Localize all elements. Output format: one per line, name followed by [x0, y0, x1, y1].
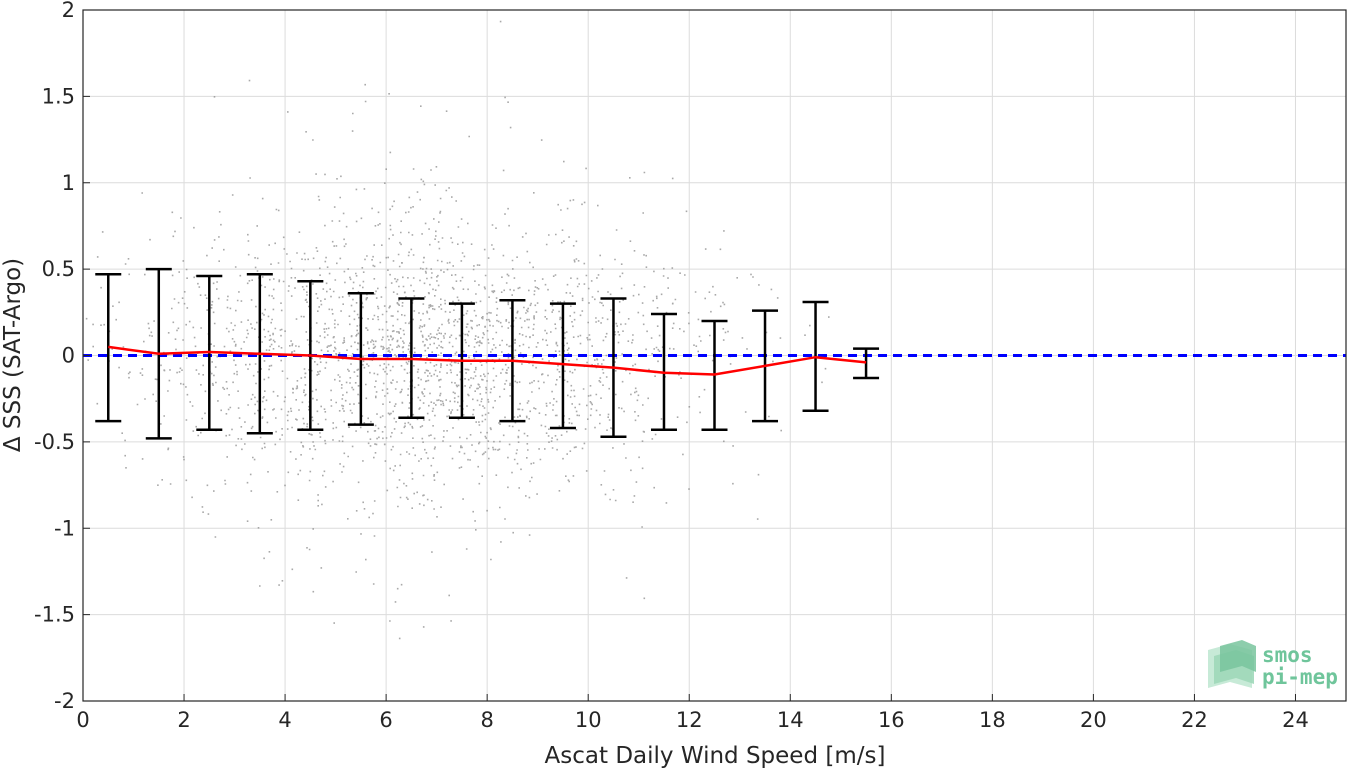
y-axis-label: Δ SSS (SAT-Argo) — [0, 258, 26, 452]
x-tick-label: 18 — [979, 708, 1006, 732]
binned-mean-line — [108, 345, 867, 376]
logo-text-line1: smos — [1262, 643, 1313, 667]
y-tick-label: 0.5 — [42, 257, 75, 281]
logo-text-line2: pi-mep — [1262, 665, 1338, 689]
y-tick-label: -1 — [54, 516, 75, 540]
y-tick-labels: -2 -1.5 -1 -0.5 0 0.5 1 1.5 2 — [34, 0, 90, 713]
x-tick-labels: 0 2 4 6 8 10 12 14 16 18 20 22 24 — [76, 694, 1309, 732]
logo-emblem-icon — [1208, 640, 1256, 688]
error-bar — [853, 347, 880, 380]
x-tick-label: 22 — [1181, 708, 1208, 732]
y-tick-label: -0.5 — [34, 430, 75, 454]
y-tick-label: 1 — [62, 171, 75, 195]
y-tick-label: -2 — [54, 689, 75, 713]
smos-pi-mep-logo: smos pi-mep — [1208, 640, 1338, 689]
x-tick-label: 14 — [777, 708, 804, 732]
error-bar — [549, 302, 576, 430]
x-tick-label: 6 — [379, 708, 392, 732]
y-tick-label: -1.5 — [34, 603, 75, 627]
y-tick-label: 0 — [62, 344, 75, 368]
x-tick-label: 2 — [177, 708, 190, 732]
x-tick-label: 12 — [676, 708, 703, 732]
y-tick-label: 1.5 — [42, 84, 75, 108]
x-tick-label: 20 — [1080, 708, 1107, 732]
x-axis-label: Ascat Daily Wind Speed [m/s] — [545, 743, 886, 769]
x-tick-label: 4 — [278, 708, 291, 732]
x-tick-label: 0 — [76, 708, 89, 732]
x-tick-label: 24 — [1282, 708, 1309, 732]
error-bars — [95, 267, 880, 440]
y-tick-label: 2 — [62, 0, 75, 22]
x-tick-label: 8 — [480, 708, 493, 732]
x-tick-label: 16 — [878, 708, 905, 732]
x-tick-label: 10 — [575, 708, 602, 732]
